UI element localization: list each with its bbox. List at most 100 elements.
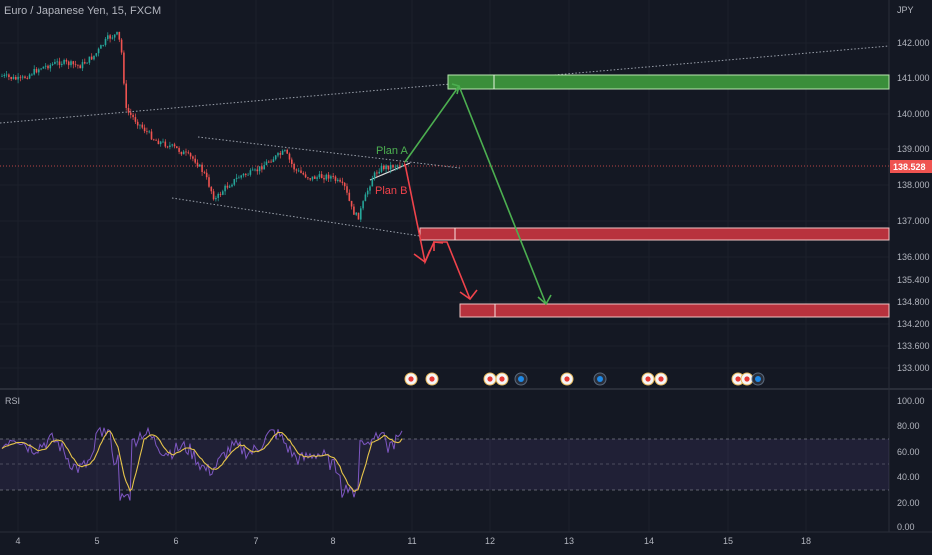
- candle-body: [127, 107, 130, 113]
- candle-body: [373, 172, 376, 179]
- candle-body: [42, 66, 45, 69]
- globe-icon[interactable]: [514, 372, 528, 386]
- target-zone-red[interactable]: [459, 303, 890, 318]
- rsi-tick-label: 40.00: [897, 472, 920, 482]
- candle-body: [350, 200, 353, 207]
- price-tick-label: 134.200: [897, 319, 930, 329]
- candle-body: [346, 186, 348, 193]
- candle-body: [104, 38, 107, 46]
- economic-events-row[interactable]: [404, 372, 765, 386]
- candle-body: [84, 62, 86, 64]
- candle-body: [380, 165, 383, 172]
- candle-body: [3, 74, 6, 76]
- candle-body: [261, 166, 263, 170]
- candle-body: [337, 179, 339, 181]
- flag-icon[interactable]: [731, 372, 745, 386]
- candle-body: [120, 39, 123, 53]
- candle-body: [182, 151, 185, 155]
- flag-icon[interactable]: [483, 372, 497, 386]
- candle-body: [10, 76, 12, 79]
- candle-body: [54, 61, 56, 64]
- flag-icon[interactable]: [404, 372, 418, 386]
- candle-body: [330, 176, 332, 179]
- plan-a-arrow-down[interactable]: [458, 85, 547, 305]
- rsi-axis[interactable]: 100.00 80.00 60.00 40.00 20.00 0.00: [897, 396, 925, 532]
- candle-body: [90, 56, 93, 60]
- candle-body: [111, 37, 114, 39]
- flag-icon[interactable]: [641, 372, 655, 386]
- candle-body: [157, 140, 160, 145]
- rsi-line: [1, 426, 403, 501]
- candle-body: [203, 171, 206, 173]
- globe-icon[interactable]: [593, 372, 607, 386]
- support-zone-red[interactable]: [419, 227, 890, 241]
- candle-body: [113, 34, 116, 38]
- current-price-badge: 138.528: [890, 160, 932, 173]
- time-axis[interactable]: 4 5 6 7 8 11 12 13 14 15 18: [15, 536, 811, 546]
- candle-body: [21, 76, 24, 78]
- candle-body: [24, 76, 26, 79]
- candle-body: [56, 61, 58, 63]
- target-zone-green[interactable]: [447, 74, 890, 90]
- candle-body: [401, 165, 403, 167]
- candle-body: [118, 31, 121, 40]
- candle-body: [141, 124, 144, 128]
- candle-body: [323, 178, 325, 180]
- candle-body: [247, 174, 249, 176]
- candle-body: [254, 169, 256, 171]
- candle-body: [79, 65, 81, 69]
- candle-body: [263, 165, 265, 170]
- flag-icon[interactable]: [740, 372, 754, 386]
- candle-body: [334, 176, 337, 181]
- plan-a-label: Plan A: [376, 145, 408, 157]
- wedge-line[interactable]: [369, 162, 411, 181]
- candle-body: [304, 174, 307, 178]
- candle-body: [281, 150, 284, 155]
- candle-body: [100, 45, 102, 49]
- candle-body: [143, 127, 146, 132]
- candle-body: [116, 31, 118, 35]
- flag-icon[interactable]: [495, 372, 509, 386]
- flag-icon[interactable]: [560, 372, 574, 386]
- plan-arrows[interactable]: Plan A Plan B: [375, 83, 552, 306]
- drawings[interactable]: [0, 45, 890, 237]
- time-tick-label: 5: [94, 536, 99, 546]
- candle-body: [341, 181, 344, 183]
- globe-icon[interactable]: [751, 372, 765, 386]
- candle-body: [311, 176, 314, 180]
- plan-b-arrowhead: [459, 289, 478, 301]
- price-candles: [1, 31, 406, 223]
- candle-body: [15, 76, 17, 80]
- candle-body: [265, 161, 268, 166]
- plan-a-arrow-up[interactable]: [404, 85, 460, 163]
- candle-body: [256, 169, 259, 172]
- candle-body: [249, 170, 252, 175]
- rsi-pane[interactable]: RSI: [0, 396, 889, 501]
- candle-body: [268, 161, 270, 163]
- candle-body: [49, 64, 52, 69]
- flag-icon[interactable]: [425, 372, 439, 386]
- candle-body: [325, 174, 328, 180]
- rsi-tick-label: 0.00: [897, 522, 915, 532]
- candle-body: [77, 64, 79, 66]
- candle-body: [295, 169, 298, 171]
- candle-body: [387, 165, 390, 170]
- plan-b-arrowhead: [433, 241, 444, 251]
- candle-body: [215, 197, 217, 200]
- candle-body: [314, 176, 316, 179]
- candle-body: [72, 61, 75, 65]
- rsi-tick-label: 80.00: [897, 421, 920, 431]
- candle-body: [399, 165, 401, 167]
- candle-body: [251, 169, 254, 171]
- candle-body: [396, 165, 399, 167]
- candle-body: [5, 74, 8, 76]
- zones[interactable]: [419, 74, 890, 318]
- candle-body: [162, 141, 164, 143]
- candle-body: [153, 139, 155, 141]
- candle-body: [205, 172, 208, 178]
- candle-body: [178, 148, 180, 152]
- flag-icon[interactable]: [654, 372, 668, 386]
- candle-body: [288, 153, 291, 160]
